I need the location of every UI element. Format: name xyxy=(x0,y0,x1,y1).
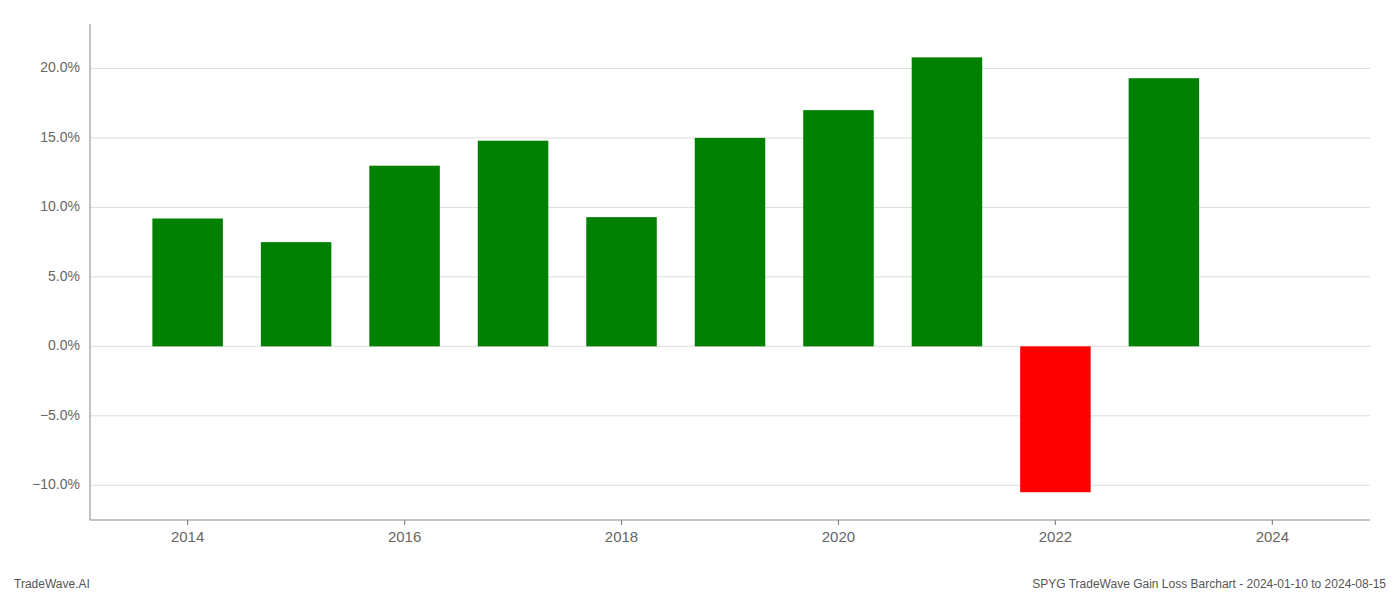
grid-line xyxy=(90,68,1370,69)
x-tick xyxy=(1272,520,1273,525)
x-tick xyxy=(404,520,405,525)
y-tick-label: 5.0% xyxy=(48,268,80,284)
x-tick xyxy=(187,520,188,525)
x-axis-line xyxy=(90,519,1370,520)
bar xyxy=(152,219,223,347)
y-tick-label: 20.0% xyxy=(40,59,80,75)
y-tick-label: −5.0% xyxy=(40,407,80,423)
bar xyxy=(803,110,874,346)
bars xyxy=(152,57,1199,492)
bar xyxy=(586,217,657,346)
bar xyxy=(1020,346,1091,492)
grid-line xyxy=(90,415,1370,416)
bar xyxy=(695,138,766,346)
grid-line xyxy=(90,485,1370,486)
x-tick-label: 2016 xyxy=(388,528,421,545)
chart-container: −10.0%−5.0%0.0%5.0%10.0%15.0%20.0%201420… xyxy=(0,0,1400,600)
footer-text: TradeWave.AI xyxy=(14,577,90,591)
y-axis-line xyxy=(90,24,91,520)
y-tick-label: 15.0% xyxy=(40,129,80,145)
bar xyxy=(1129,78,1200,346)
footer-text: SPYG TradeWave Gain Loss Barchart - 2024… xyxy=(1032,577,1386,591)
y-tick-labels: −10.0% −5.0% 0.0% 5.0% 10.0% 15.0% 20.0% xyxy=(32,59,80,492)
y-tick-label: 0.0% xyxy=(48,337,80,353)
chart-svg: −10.0%−5.0%0.0%5.0%10.0%15.0%20.0%201420… xyxy=(0,0,1400,600)
y-tick-label: 10.0% xyxy=(40,198,80,214)
bar xyxy=(369,166,440,347)
y-tick-label: −10.0% xyxy=(32,476,80,492)
bar xyxy=(261,242,332,346)
bar xyxy=(912,57,983,346)
x-tick-label: 2022 xyxy=(1039,528,1072,545)
x-tick-label: 2014 xyxy=(171,528,204,545)
bar xyxy=(478,141,549,347)
x-tick xyxy=(621,520,622,525)
x-tick-label: 2024 xyxy=(1256,528,1289,545)
y-grid xyxy=(90,68,1370,485)
x-tick-label: 2018 xyxy=(605,528,638,545)
x-tick xyxy=(1055,520,1056,525)
x-tick xyxy=(838,520,839,525)
x-tick-label: 2020 xyxy=(822,528,855,545)
x-ticks: 2014 2016 2018 2020 2022 2024 xyxy=(171,520,1289,545)
